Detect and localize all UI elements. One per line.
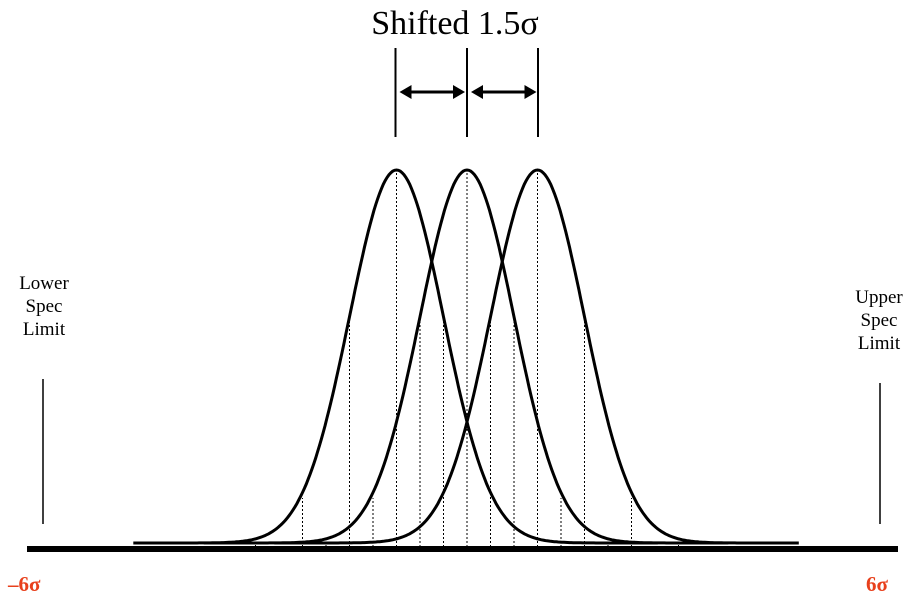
shift-markers-group <box>394 48 539 137</box>
shift-arrow-left-head <box>471 85 483 99</box>
bell-curve-2 <box>203 168 729 545</box>
upper-spec-line-1: Upper <box>855 287 903 308</box>
shift-arrow-left-head <box>399 85 412 99</box>
upper-spec-line-3: Limit <box>857 332 901 354</box>
lower-spec-line-1: Lower <box>19 273 69 294</box>
diagram-title: Shifted 1.5σ <box>371 5 539 42</box>
upper-spec-line-2: Spec <box>860 309 898 331</box>
lower-spec-line-2: Spec <box>25 295 63 317</box>
plus-six-sigma-label: 6σ <box>866 572 888 596</box>
lower-spec-limit-label: Lower Spec Limit <box>0 273 89 341</box>
axis-group <box>27 379 898 552</box>
bell-curve-3 <box>274 168 799 545</box>
minus-six-sigma-label: –6σ <box>8 572 41 596</box>
curves-group <box>133 168 799 545</box>
gridlines-group <box>208 172 726 549</box>
shift-arrow-right-head <box>453 85 465 99</box>
bell-curve-1 <box>133 168 658 545</box>
lower-spec-line-3: Limit <box>22 318 66 340</box>
shift-arrow-right-head <box>524 85 537 99</box>
upper-spec-limit-label: Upper Spec Limit <box>834 287 914 355</box>
